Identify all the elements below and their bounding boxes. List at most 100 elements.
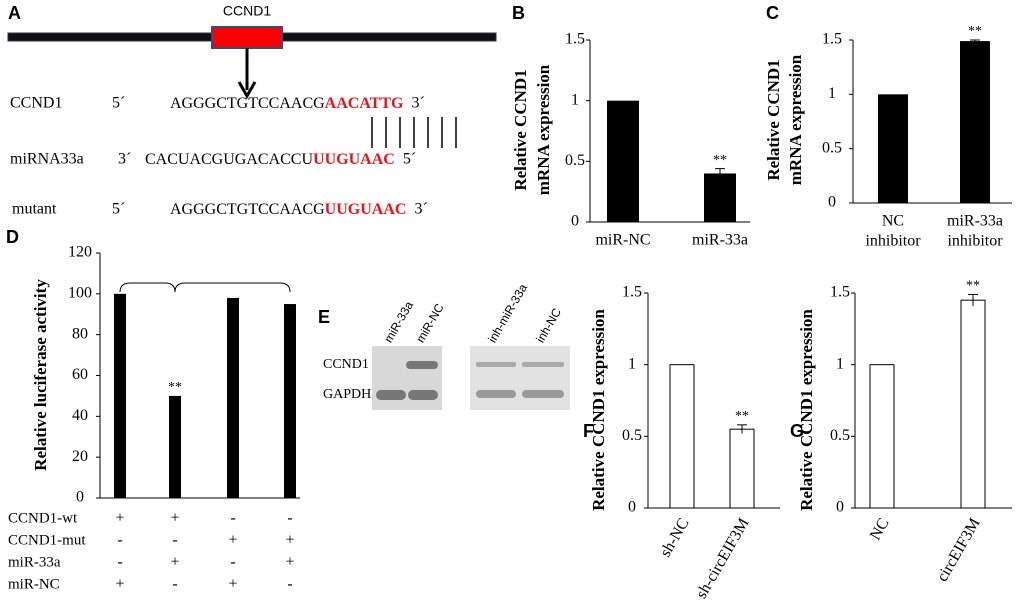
row-name: miRNA33a bbox=[10, 151, 84, 168]
y-axis-label: mRNA expression bbox=[534, 64, 553, 195]
y-tick-label: 100 bbox=[68, 285, 92, 302]
y-tick-label: 1.5 bbox=[830, 284, 850, 301]
x-tick-label: sh-circEIF3M bbox=[693, 515, 753, 601]
comparison-bracket bbox=[119, 282, 291, 293]
bar bbox=[607, 100, 639, 222]
y-tick-label: 1 bbox=[571, 91, 579, 108]
gene-name: CCND1 bbox=[223, 3, 271, 19]
y-tick-label: 0.5 bbox=[822, 139, 842, 156]
lane-label: miR-33a bbox=[381, 299, 416, 346]
significance: ** bbox=[966, 279, 980, 294]
row-name: CCND1 bbox=[10, 95, 62, 112]
y-axis-label: Relative CCND1 expression bbox=[589, 309, 608, 511]
bar bbox=[114, 293, 126, 498]
y-tick-label: 80 bbox=[72, 325, 88, 342]
y-tick-label: 20 bbox=[72, 448, 88, 465]
bar bbox=[869, 364, 895, 509]
condition-mark: + bbox=[115, 576, 124, 593]
sequence-site: UUGUAAC bbox=[313, 151, 395, 168]
condition-mark: + bbox=[285, 532, 294, 549]
row-end: 3´ bbox=[118, 151, 131, 168]
y-tick-label: 60 bbox=[72, 366, 88, 383]
condition-name: miR-NC bbox=[8, 576, 60, 592]
panel-label: A bbox=[8, 3, 21, 23]
blot bbox=[470, 346, 570, 410]
y-tick-label: 0 bbox=[571, 213, 579, 230]
bar bbox=[169, 395, 181, 498]
y-tick-label: 1.5 bbox=[622, 284, 642, 301]
sequence-site: UUGUAAC bbox=[325, 201, 407, 218]
x-tick-label: NC bbox=[882, 213, 904, 230]
bar bbox=[284, 304, 296, 498]
y-axis-label: Relative CCND1 expression bbox=[797, 309, 816, 511]
y-tick-label: 0 bbox=[628, 499, 636, 516]
pairing-lines bbox=[371, 117, 457, 148]
row-name: mutant bbox=[12, 201, 57, 218]
y-tick-label: 0 bbox=[836, 499, 844, 516]
panel-label: C bbox=[766, 3, 779, 23]
y-axis-label: Relative luciferase activity bbox=[31, 279, 50, 471]
significance: ** bbox=[735, 409, 749, 424]
x-tick-label: sh-NC bbox=[657, 515, 693, 560]
bar bbox=[960, 299, 986, 509]
sequence: CACUACGUGACACCUUUGUAAC bbox=[145, 151, 395, 168]
sequence-plain: AGGGCTGTCCAACG bbox=[170, 201, 325, 218]
condition-name: CCND1-mut bbox=[8, 532, 86, 548]
condition-name: CCND1-wt bbox=[8, 510, 78, 526]
sequence-site: AACATTG bbox=[325, 95, 404, 112]
panel-label: D bbox=[6, 227, 19, 247]
condition-mark: + bbox=[170, 510, 179, 527]
bar bbox=[878, 94, 908, 203]
y-tick-label: 0 bbox=[828, 194, 836, 211]
condition-mark: + bbox=[115, 510, 124, 527]
row-end: 5´ bbox=[112, 95, 125, 112]
row-end: 3´ bbox=[412, 95, 425, 112]
y-tick-label: 0.5 bbox=[830, 427, 850, 444]
gene-box bbox=[211, 26, 283, 49]
x-tick-label: NC bbox=[867, 515, 893, 543]
condition-mark: - bbox=[287, 576, 292, 593]
bar bbox=[704, 173, 736, 222]
lane-label: miR-NC bbox=[413, 301, 447, 345]
protein-label: CCND1 bbox=[323, 357, 369, 372]
y-tick-label: 1.5 bbox=[565, 31, 585, 48]
y-tick-label: 1.5 bbox=[822, 31, 842, 48]
y-axis-label: mRNA expression bbox=[786, 54, 805, 185]
x-tick-label: miR-33a bbox=[692, 232, 748, 249]
significance: ** bbox=[713, 153, 727, 168]
arrow-head bbox=[237, 81, 257, 100]
sequence: AGGGCTGTCCAACGAACATTG bbox=[170, 95, 404, 112]
bar bbox=[960, 41, 990, 203]
condition-mark: + bbox=[285, 554, 294, 571]
condition-name: miR-33a bbox=[8, 554, 61, 570]
y-tick-label: 120 bbox=[68, 244, 92, 261]
panel-label: F bbox=[583, 421, 594, 441]
bar bbox=[729, 428, 755, 509]
condition-mark: - bbox=[172, 576, 177, 593]
x-tick-label: miR-33a bbox=[947, 213, 1003, 230]
y-tick-label: 40 bbox=[72, 407, 88, 424]
sequence-plain: AGGGCTGTCCAACG bbox=[170, 95, 325, 112]
bar bbox=[227, 297, 239, 498]
row-end: 3´ bbox=[414, 201, 427, 218]
panel-label: B bbox=[512, 3, 525, 23]
y-tick-label: 0.5 bbox=[622, 427, 642, 444]
blot bbox=[372, 346, 442, 410]
x-tick-label: circEIF3M bbox=[934, 515, 984, 584]
y-tick-label: 0.5 bbox=[565, 152, 585, 169]
blot-bands bbox=[376, 361, 564, 400]
condition-mark: + bbox=[228, 576, 237, 593]
significance: ** bbox=[968, 24, 982, 39]
condition-mark: - bbox=[172, 532, 177, 549]
significance: ** bbox=[168, 380, 182, 395]
row-end: 5´ bbox=[112, 201, 125, 218]
bar bbox=[669, 364, 695, 509]
panel-label: E bbox=[318, 307, 330, 327]
x-tick-label: inhibitor bbox=[947, 233, 1003, 250]
x-tick-label: miR-NC bbox=[595, 232, 650, 249]
protein-label: GAPDH bbox=[323, 387, 371, 402]
lane-label: inh-miR-33a bbox=[485, 281, 530, 345]
condition-mark: - bbox=[230, 554, 235, 571]
sequence: AGGGCTGTCCAACGUUGUAAC bbox=[170, 201, 406, 218]
